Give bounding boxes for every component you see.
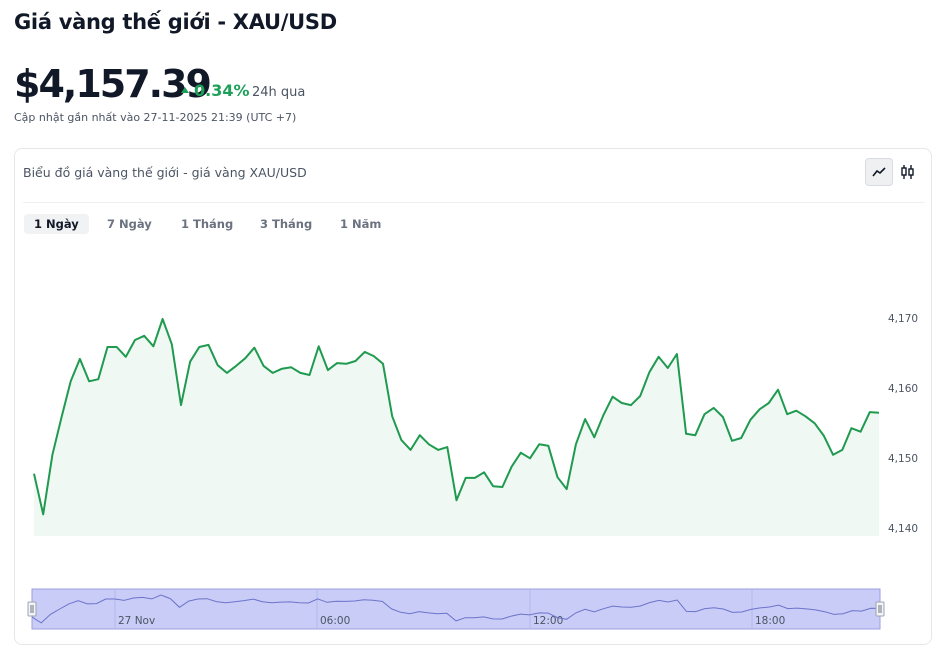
price: $4,157.39	[14, 62, 212, 106]
navigator-background	[31, 588, 881, 630]
navigator-label: 12:00	[533, 615, 563, 627]
y-tick-label: 4,140	[888, 523, 918, 535]
range-tab[interactable]: 3 Tháng	[260, 217, 313, 231]
line-icon	[872, 167, 886, 177]
navigator-handle[interactable]	[27, 601, 37, 617]
price-change: 0.34%	[181, 81, 250, 100]
y-tick-label: 4,150	[888, 453, 918, 465]
navigator-label: 27 Nov	[118, 615, 155, 627]
range-tab[interactable]: 7 Ngày	[107, 217, 152, 231]
price-line	[33, 318, 880, 516]
change-period: 24h qua	[252, 85, 306, 100]
y-tick-label: 4,170	[888, 313, 918, 325]
card-title: Biểu đồ giá vàng thế giới - giá vàng XAU…	[23, 165, 307, 180]
range-tab[interactable]: 1 Tháng	[181, 217, 234, 231]
range-tab[interactable]: 1 Năm	[340, 217, 382, 231]
navigator-label: 06:00	[320, 615, 350, 627]
y-tick-label: 4,160	[888, 383, 918, 395]
navigator-handle[interactable]	[875, 601, 885, 617]
candle-chart-button[interactable]	[894, 158, 922, 186]
navigator-line	[31, 594, 881, 624]
navigator-label: 18:00	[755, 615, 785, 627]
candle-icon	[901, 165, 914, 179]
divider	[23, 202, 925, 203]
area-fill	[34, 319, 879, 536]
range-tab[interactable]: 1 Ngày	[24, 214, 89, 234]
chart-card	[14, 148, 932, 645]
updated-time: Cập nhật gần nhất vào 27-11-2025 21:39 (…	[14, 111, 297, 124]
line-chart-button[interactable]	[865, 158, 893, 186]
page-title: Giá vàng thế giới - XAU/USD	[14, 10, 337, 34]
